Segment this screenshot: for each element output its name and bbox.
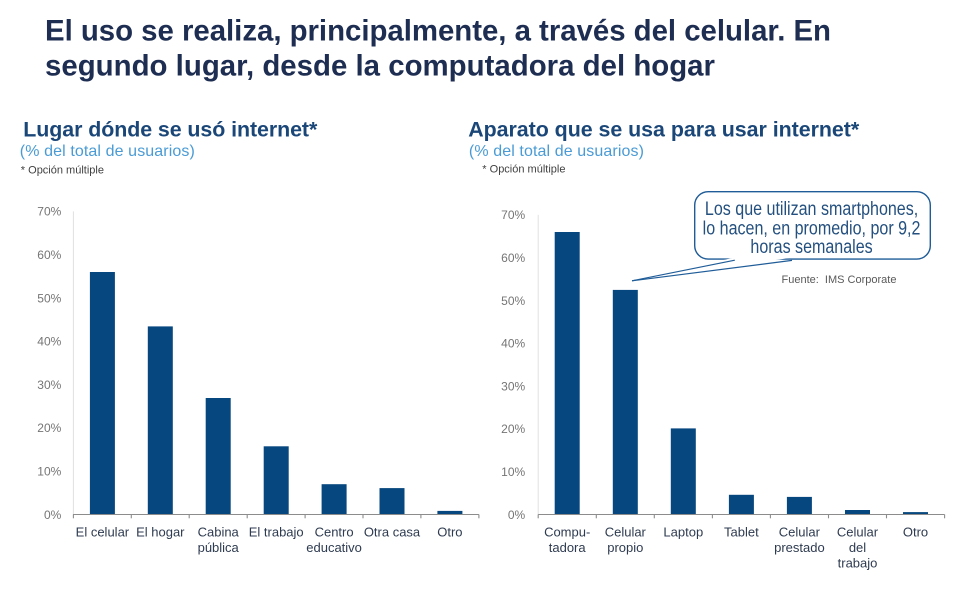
svg-text:Cabina: Cabina <box>198 525 240 540</box>
svg-text:Otra casa: Otra casa <box>364 525 421 540</box>
svg-text:10%: 10% <box>37 465 61 479</box>
svg-text:Celular: Celular <box>837 525 879 540</box>
svg-text:* Opción múltiple: * Opción múltiple <box>21 164 104 176</box>
svg-text:Centro: Centro <box>315 525 354 540</box>
svg-text:Aparato que se usa para usar i: Aparato que se usa para usar internet* <box>468 117 860 141</box>
svg-text:Laptop: Laptop <box>663 525 703 540</box>
svg-text:60%: 60% <box>501 251 525 265</box>
svg-text:(% del total de usuarios): (% del total de usuarios) <box>469 143 644 160</box>
svg-text:propio: propio <box>607 540 643 555</box>
svg-text:70%: 70% <box>37 205 61 219</box>
svg-text:El celular: El celular <box>76 525 130 540</box>
svg-text:20%: 20% <box>501 422 525 436</box>
svg-text:70%: 70% <box>501 208 525 222</box>
svg-text:40%: 40% <box>37 335 61 349</box>
svg-text:30%: 30% <box>37 378 61 392</box>
svg-text:El trabajo: El trabajo <box>249 525 304 540</box>
svg-text:(% del total de usuarios): (% del total de usuarios) <box>20 143 195 160</box>
svg-text:El hogar: El hogar <box>136 525 185 540</box>
svg-text:Otro: Otro <box>903 525 928 540</box>
svg-text:50%: 50% <box>37 291 61 305</box>
svg-text:30%: 30% <box>501 379 525 393</box>
svg-text:Celular: Celular <box>779 525 821 540</box>
svg-text:del: del <box>849 540 866 555</box>
svg-text:Compu-: Compu- <box>544 525 590 540</box>
svg-text:Fuente: IMS Corporate: Fuente: IMS Corporate <box>782 274 897 286</box>
svg-text:Otro: Otro <box>437 525 462 540</box>
svg-text:0%: 0% <box>44 508 62 522</box>
svg-text:pública: pública <box>198 540 240 555</box>
svg-text:Tablet: Tablet <box>724 525 759 540</box>
svg-text:educativo: educativo <box>306 540 362 555</box>
svg-text:* Opción múltiple: * Opción múltiple <box>482 164 565 176</box>
svg-text:60%: 60% <box>37 248 61 262</box>
svg-text:10%: 10% <box>501 465 525 479</box>
svg-text:Lugar dónde se usó internet*: Lugar dónde se usó internet* <box>23 117 318 141</box>
svg-text:Celular: Celular <box>605 525 647 540</box>
svg-text:20%: 20% <box>37 421 61 435</box>
svg-text:tadora: tadora <box>549 540 587 555</box>
svg-text:horas semanales: horas semanales <box>750 235 872 257</box>
svg-text:0%: 0% <box>508 508 526 522</box>
svg-text:El uso se realiza, principalme: El uso se realiza, principalmente, a tra… <box>45 15 831 48</box>
svg-text:Los que utilizan smartphones,: Los que utilizan smartphones, <box>705 198 918 220</box>
svg-text:50%: 50% <box>501 294 525 308</box>
svg-text:trabajo: trabajo <box>838 555 878 570</box>
svg-text:prestado: prestado <box>774 540 825 555</box>
svg-text:lo hacen, en promedio, por 9,2: lo hacen, en promedio, por 9,2 <box>703 217 921 239</box>
svg-text:segundo lugar, desde la comput: segundo lugar, desde la computadora del … <box>45 50 715 83</box>
svg-text:40%: 40% <box>501 337 525 351</box>
